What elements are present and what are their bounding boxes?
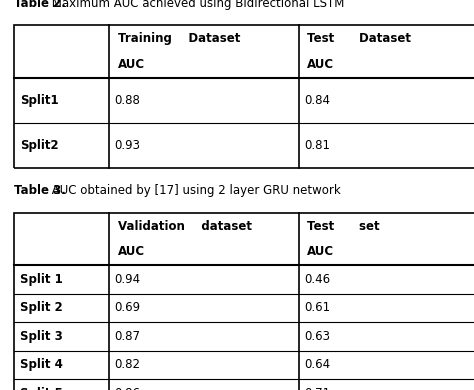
Text: AUC obtained by [17] using 2 layer GRU network: AUC obtained by [17] using 2 layer GRU n… [48,184,341,197]
Text: 0.86: 0.86 [115,387,141,390]
Text: AUC: AUC [118,245,145,258]
Text: 0.69: 0.69 [115,301,141,314]
Text: 0.82: 0.82 [115,358,141,371]
Text: Maximum AUC achieved using Bidirectional LSTM: Maximum AUC achieved using Bidirectional… [48,0,345,10]
Text: AUC: AUC [307,245,334,258]
Text: Split 4: Split 4 [20,358,63,371]
Text: Split2: Split2 [20,139,58,152]
Text: Training    Dataset: Training Dataset [118,32,240,45]
Text: Split1: Split1 [20,94,58,107]
Text: Split 1: Split 1 [20,273,63,286]
Text: Split 5: Split 5 [20,387,63,390]
Text: 0.63: 0.63 [304,330,330,343]
Text: 0.94: 0.94 [115,273,141,286]
Text: 0.87: 0.87 [115,330,141,343]
Text: 0.84: 0.84 [304,94,330,107]
Text: Table 2.: Table 2. [14,0,66,10]
Text: Validation    dataset: Validation dataset [118,220,252,232]
Text: Test      Dataset: Test Dataset [307,32,411,45]
Text: 0.71: 0.71 [304,387,330,390]
Text: AUC: AUC [118,58,145,71]
Text: 0.93: 0.93 [115,139,141,152]
Text: Split 2: Split 2 [20,301,63,314]
Text: 0.88: 0.88 [115,94,141,107]
Text: 0.64: 0.64 [304,358,330,371]
Bar [14,25,474,168]
Text: Split 3: Split 3 [20,330,63,343]
Text: 0.81: 0.81 [304,139,330,152]
Bar [14,213,474,390]
Text: Test      set: Test set [307,220,380,232]
Text: Table 3.: Table 3. [14,184,66,197]
Text: 0.46: 0.46 [304,273,330,286]
Text: 0.61: 0.61 [304,301,330,314]
Text: AUC: AUC [307,58,334,71]
